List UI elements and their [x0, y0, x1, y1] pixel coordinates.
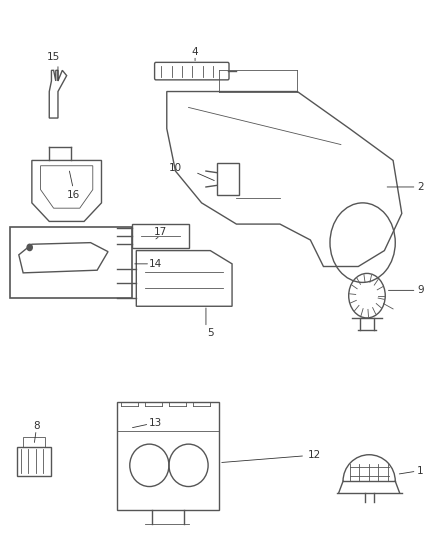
Text: 1: 1	[417, 466, 424, 475]
Text: 2: 2	[417, 182, 424, 192]
Text: 10: 10	[169, 164, 182, 173]
Bar	[23, 437, 45, 447]
Text: 12: 12	[308, 450, 321, 460]
Bar	[17, 447, 51, 476]
Text: 4: 4	[192, 47, 198, 56]
Bar	[217, 163, 239, 195]
Circle shape	[27, 244, 32, 251]
Bar	[132, 224, 188, 248]
Bar	[10, 227, 132, 298]
Text: 9: 9	[417, 285, 424, 295]
Text: 8: 8	[33, 421, 39, 431]
Text: 15: 15	[47, 52, 60, 62]
Text: 16: 16	[67, 190, 80, 200]
Bar	[117, 402, 219, 511]
Text: 5: 5	[207, 328, 214, 338]
Text: 14: 14	[149, 259, 162, 269]
Text: 17: 17	[154, 227, 167, 237]
Text: 13: 13	[149, 418, 162, 428]
